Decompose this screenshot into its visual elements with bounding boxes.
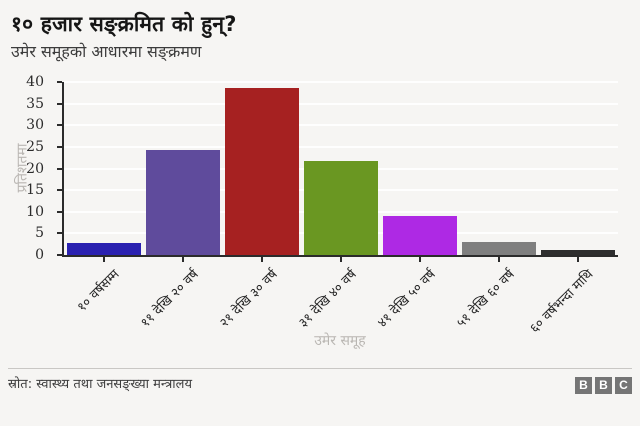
x-axis-title: उमेर समूह: [314, 333, 366, 349]
y-tick-label: 35: [26, 95, 44, 112]
x-tick-label: २१ देखि ३० वर्ष: [217, 267, 281, 331]
y-tick-mark: [57, 124, 62, 127]
bar-slot: १० वर्षसम्म: [67, 82, 141, 315]
bar-slot: ११ देखि २० वर्ष: [138, 82, 220, 331]
x-tick-label: ६० वर्षभन्दा माथि: [527, 267, 597, 337]
x-tick-mark: [498, 255, 500, 262]
bar-slot: २१ देखि ३० वर्ष: [217, 82, 299, 331]
bar-slot: ४१ देखि ५० वर्ष: [375, 82, 457, 331]
bar-slot: ३१ देखि ४० वर्ष: [296, 82, 378, 331]
x-tick-label: ४१ देखि ५० वर्ष: [375, 267, 439, 331]
bar: [67, 242, 141, 255]
y-tick-mark: [57, 210, 62, 213]
y-tick-mark: [57, 254, 62, 256]
y-tick-mark: [57, 167, 62, 170]
x-tick-label: ३१ देखि ४० वर्ष: [296, 267, 360, 331]
y-tick-label: 0: [35, 247, 44, 263]
bar: [541, 250, 615, 255]
y-tick-label: 10: [26, 203, 44, 220]
bar: [462, 241, 536, 255]
y-tick-mark: [57, 145, 62, 148]
x-tick-label: ५१ देखि ६० वर्ष: [454, 267, 518, 331]
y-tick-label: 25: [26, 138, 44, 155]
source-attribution: स्रोत: स्वास्थ्य तथा जनसङ्ख्या मन्त्रालय: [8, 377, 193, 392]
bar-slot: ५१ देखि ६० वर्ष: [454, 82, 536, 331]
bar-series: १० वर्षसम्म ११ देखि २० वर्ष २१ देखि ३० वर्…: [64, 82, 618, 336]
bar: [146, 149, 220, 255]
x-tick-mark: [419, 255, 421, 262]
bar: [304, 161, 378, 255]
y-tick-mark: [57, 232, 62, 235]
x-tick-mark: [577, 255, 579, 262]
y-tick-label: 20: [26, 160, 44, 177]
bbc-logo-block: C: [615, 377, 632, 394]
x-tick-mark: [340, 255, 342, 262]
bbc-logo-block: B: [595, 377, 612, 394]
bbc-logo: B B C: [575, 377, 632, 394]
y-tick-label: 5: [35, 225, 44, 242]
chart-title: १० हजार सङ्क्रमित को हुन्?: [11, 12, 237, 36]
y-axis-tick-marks: [57, 81, 62, 256]
y-tick-label: 15: [26, 182, 44, 199]
y-tick-mark: [57, 189, 62, 192]
bar: [225, 87, 299, 255]
y-axis-tick-labels: 0 5 10 15 20 25 30 35 40: [0, 75, 56, 262]
bbc-logo-block: B: [575, 377, 592, 394]
x-tick-label: ११ देखि २० वर्ष: [138, 267, 202, 331]
y-tick-label: 40: [26, 74, 44, 90]
y-tick-mark: [57, 81, 62, 83]
x-tick-mark: [261, 255, 263, 262]
plot-area: १० वर्षसम्म ११ देखि २० वर्ष २१ देखि ३० वर्…: [62, 81, 618, 336]
x-tick-label: १० वर्षसम्म: [74, 267, 123, 316]
bar-slot: ६० वर्षभन्दा माथि: [528, 82, 615, 336]
x-tick-mark: [182, 255, 184, 262]
footer-divider: [8, 368, 632, 369]
x-tick-mark: [103, 255, 105, 262]
y-tick-mark: [57, 102, 62, 105]
chart-subtitle: उमेर समूहको आधारमा सङ्क्रमण: [11, 42, 202, 61]
bar: [383, 215, 457, 255]
y-tick-label: 30: [26, 117, 44, 134]
